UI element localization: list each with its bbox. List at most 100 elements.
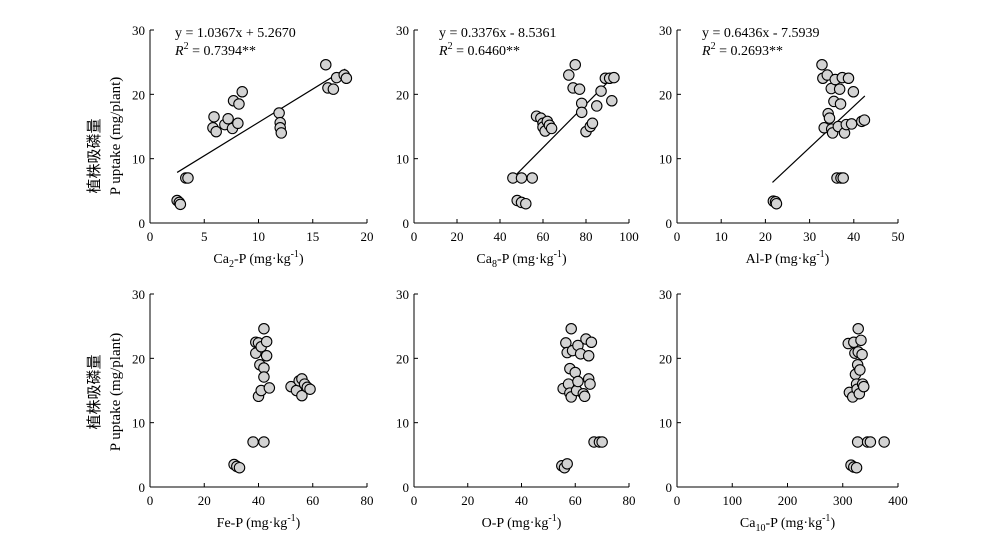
data-point <box>770 197 783 210</box>
regression-line <box>176 68 346 173</box>
data-point <box>273 107 285 119</box>
ylabel-row1: 植株吸磷量 P uptake (mg/plant) <box>86 77 124 196</box>
data-point <box>208 111 220 123</box>
data-point <box>327 83 340 95</box>
x-tick-label: 0 <box>674 229 681 244</box>
x-tick-label: 60 <box>569 493 582 508</box>
data-point <box>837 172 849 184</box>
data-point <box>304 383 316 395</box>
r-squared: R2 = 0.6460** <box>438 41 520 59</box>
data-point <box>842 72 855 85</box>
x-tick-label: 100 <box>723 493 743 508</box>
scatter-panel-5: 0 10 20 30 0 20 40 60 80 O-P (mg·kg-1) <box>396 287 636 531</box>
data-point <box>851 436 864 448</box>
data-point <box>857 380 870 393</box>
data-point <box>247 436 259 448</box>
x-tick-label: 300 <box>833 493 853 508</box>
data-point <box>858 114 871 126</box>
r-squared: R2 = 0.7394** <box>174 41 256 59</box>
data-point <box>258 371 270 383</box>
data-point <box>833 83 846 95</box>
scatter-panel-2: 0 10 20 30 0 20 40 60 80 100 Ca8-P (mg·kg-1) y = 0.… <box>396 23 639 270</box>
data-point <box>596 436 608 448</box>
data-point <box>260 335 273 348</box>
y-tick-label: 30 <box>132 287 145 302</box>
x-tick-label: 100 <box>619 229 639 244</box>
data-point <box>275 127 288 139</box>
data-point <box>590 100 603 112</box>
data-point <box>258 436 270 448</box>
y-tick-label: 20 <box>132 351 145 366</box>
y-tick-label: 0 <box>666 216 673 231</box>
data-point <box>573 83 586 95</box>
x-tick-label: 80 <box>580 229 593 244</box>
ylabel-cn: 植株吸磷量 <box>86 354 103 429</box>
x-tick-label: 20 <box>361 229 374 244</box>
x-tick-label: 20 <box>461 493 474 508</box>
data-point <box>585 336 598 348</box>
scatter-panel-3: 0 10 20 30 0 10 20 30 40 50 Al-P (mg·kg-1) y = 0.64… <box>659 23 905 267</box>
data-point <box>563 69 575 81</box>
x-tick-label: 80 <box>361 493 374 508</box>
y-tick-label: 10 <box>132 416 145 431</box>
ylabel-en: P uptake (mg/plant) <box>108 77 124 196</box>
data-point <box>595 85 607 97</box>
x-tick-label: 40 <box>494 229 507 244</box>
x-tick-label: 40 <box>847 229 860 244</box>
regression-equation: y = 0.6436x - 7.5939 <box>702 26 820 41</box>
y-tick-label: 10 <box>659 152 672 167</box>
x-tick-label: 0 <box>147 493 154 508</box>
data-point <box>296 389 308 402</box>
x-tick-label: 40 <box>252 493 265 508</box>
x-tick-label: 20 <box>198 493 211 508</box>
x-tick-label: 0 <box>674 493 681 508</box>
data-point <box>561 458 573 470</box>
data-point <box>855 334 867 347</box>
data-point <box>182 172 194 184</box>
data-point <box>233 98 245 110</box>
y-tick-label: 0 <box>403 480 410 495</box>
x-axis-label: Ca2-P (mg·kg-1) <box>213 249 304 270</box>
y-tick-label: 10 <box>132 152 145 167</box>
data-point <box>174 198 187 211</box>
x-tick-label: 10 <box>252 229 265 244</box>
data-point <box>526 172 538 184</box>
ylabel-en: P uptake (mg/plant) <box>108 333 124 452</box>
x-tick-label: 20 <box>451 229 464 244</box>
x-axis-label: Ca10-P (mg·kg-1) <box>740 513 836 534</box>
x-tick-label: 0 <box>147 229 154 244</box>
y-tick-label: 10 <box>396 416 409 431</box>
data-point <box>854 364 866 376</box>
data-point <box>852 322 864 335</box>
data-point <box>233 461 246 474</box>
x-axis-label: O-P (mg·kg-1) <box>482 513 562 531</box>
regression-equation: y = 1.0367x + 5.2670 <box>175 26 296 41</box>
data-point <box>878 436 890 448</box>
data-point <box>232 117 244 130</box>
data-point <box>545 122 558 135</box>
data-point <box>340 72 353 85</box>
scatter-panel-4: 0 10 20 30 0 20 40 60 80 Fe-P (mg·kg-1) <box>132 287 374 531</box>
x-tick-label: 0 <box>411 493 418 508</box>
scatter-panel-1: 0 10 20 30 0 5 10 15 20 Ca2-P (mg·kg-1) y = 1.0367… <box>132 23 374 270</box>
y-tick-label: 0 <box>139 480 146 495</box>
ylabel-row2: 植株吸磷量 P uptake (mg/plant) <box>86 333 124 452</box>
y-tick-label: 10 <box>659 416 672 431</box>
x-tick-label: 15 <box>306 229 319 244</box>
x-axis-label: Fe-P (mg·kg-1) <box>217 513 301 531</box>
y-tick-label: 20 <box>132 87 145 102</box>
data-point <box>584 378 596 390</box>
regression-line <box>772 95 866 183</box>
data-point <box>608 71 620 84</box>
data-point <box>816 58 828 71</box>
x-tick-label: 400 <box>888 493 908 508</box>
data-point <box>515 172 528 184</box>
x-axis-label: Ca8-P (mg·kg-1) <box>476 249 567 270</box>
y-tick-label: 30 <box>659 287 672 302</box>
y-tick-label: 30 <box>132 23 145 38</box>
data-point <box>823 112 836 124</box>
data-point <box>586 117 599 130</box>
